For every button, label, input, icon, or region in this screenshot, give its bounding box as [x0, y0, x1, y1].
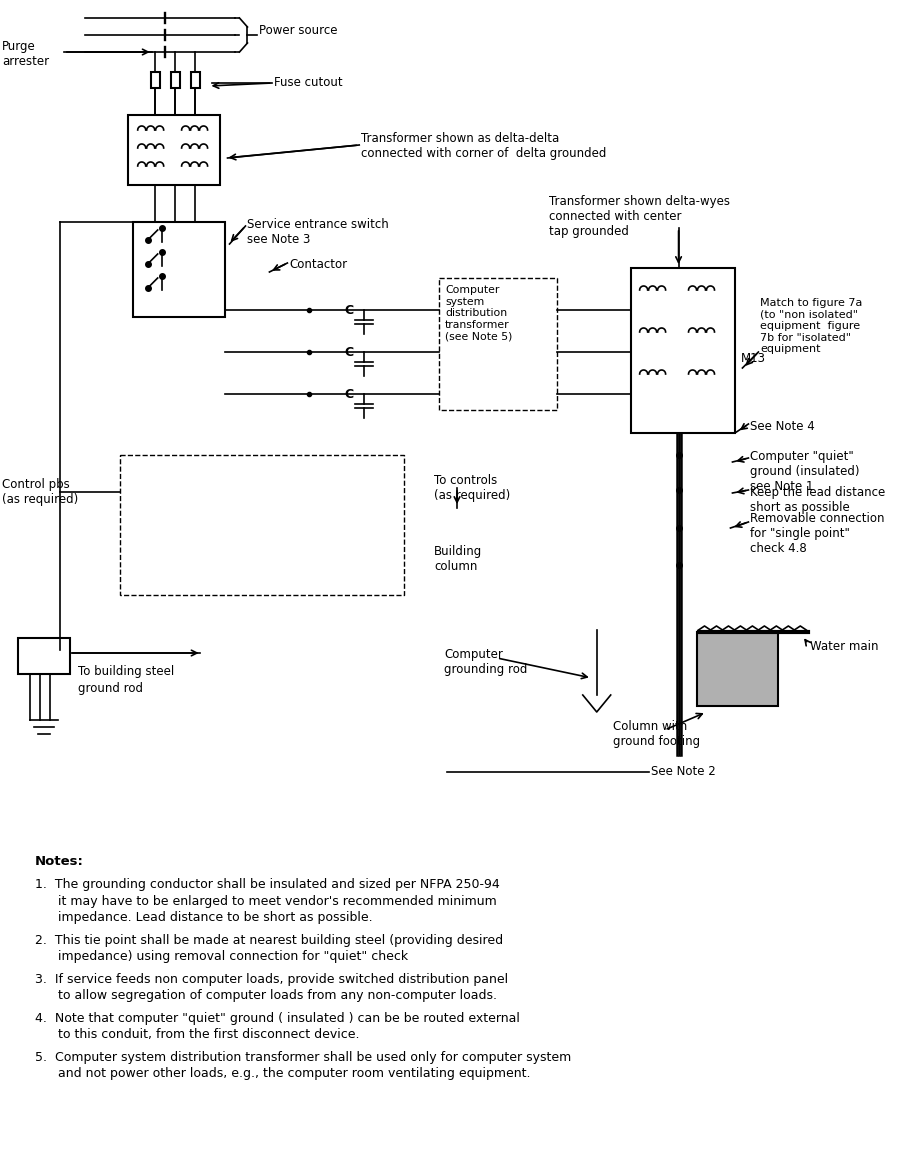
Text: Keep the lead distance
short as possible: Keep the lead distance short as possible [750, 486, 886, 513]
Text: 2.  This tie point shall be made at nearest building steel (providing desired: 2. This tie point shall be made at neare… [35, 934, 503, 947]
Bar [128, 115, 220, 185]
Text: to allow segregation of computer loads from any non-computer loads.: to allow segregation of computer loads f… [58, 989, 497, 1003]
Text: Water main: Water main [810, 640, 879, 653]
Text: See Note 2: See Note 2 [650, 765, 715, 778]
Text: Computer "quiet"
ground (insulated)
see Note 1: Computer "quiet" ground (insulated) see … [750, 450, 860, 493]
Text: impedance. Lead distance to be short as possible.: impedance. Lead distance to be short as … [58, 911, 372, 924]
Bar [120, 455, 404, 595]
Text: Computer
system
distribution
transformer
(see Note 5): Computer system distribution transformer… [445, 285, 513, 342]
Text: Service entrance switch
see Note 3: Service entrance switch see Note 3 [248, 218, 389, 246]
Text: it may have to be enlarged to meet vendor's recommended minimum: it may have to be enlarged to meet vendo… [58, 895, 496, 907]
Text: Contactor: Contactor [289, 258, 347, 271]
Bar [631, 268, 736, 433]
Text: ground rod: ground rod [78, 681, 143, 695]
Bar [190, 72, 200, 88]
Text: Control pbs
(as required): Control pbs (as required) [2, 478, 79, 506]
Text: Column with
ground footing: Column with ground footing [613, 720, 699, 748]
Text: M13: M13 [740, 352, 765, 365]
Text: C: C [345, 388, 353, 401]
Text: Match to figure 7a
(to "non isolated"
equipment  figure
7b for "isolated"
equipm: Match to figure 7a (to "non isolated" eq… [760, 298, 863, 355]
Text: C: C [345, 304, 353, 318]
Text: Fuse cutout: Fuse cutout [274, 76, 343, 89]
Bar [697, 632, 778, 706]
Text: 3.  If service feeds non computer loads, provide switched distribution panel: 3. If service feeds non computer loads, … [35, 974, 508, 986]
Text: and not power other loads, e.g., the computer room ventilating equipment.: and not power other loads, e.g., the com… [58, 1067, 530, 1080]
Text: See Note 4: See Note 4 [750, 420, 815, 433]
Text: C: C [345, 347, 353, 359]
Text: to this conduit, from the first disconnect device.: to this conduit, from the first disconne… [58, 1028, 359, 1041]
Text: To building steel: To building steel [78, 665, 174, 678]
Text: Transformer shown delta-wyes
connected with center
tap grounded: Transformer shown delta-wyes connected w… [549, 195, 730, 238]
Bar [133, 223, 225, 318]
Bar [18, 637, 70, 675]
Bar [439, 278, 557, 410]
Text: Power source: Power source [260, 24, 338, 37]
Text: Building
column: Building column [434, 545, 482, 573]
Text: Notes:: Notes: [35, 855, 84, 868]
Text: 1.  The grounding conductor shall be insulated and sized per NFPA 250-94: 1. The grounding conductor shall be insu… [35, 879, 500, 891]
Text: 4.  Note that computer "quiet" ground ( insulated ) can be be routed external: 4. Note that computer "quiet" ground ( i… [35, 1012, 520, 1025]
Text: Purge
arrester: Purge arrester [2, 41, 49, 68]
Bar [151, 72, 160, 88]
Text: To controls
(as required): To controls (as required) [434, 474, 510, 502]
Bar [171, 72, 179, 88]
Text: Computer
grounding rod: Computer grounding rod [444, 648, 528, 676]
Text: 5.  Computer system distribution transformer shall be used only for computer sys: 5. Computer system distribution transfor… [35, 1051, 571, 1064]
Text: Transformer shown as delta-delta
connected with corner of  delta grounded: Transformer shown as delta-delta connect… [361, 132, 607, 160]
Text: Removable connection
for "single point"
check 4.8: Removable connection for "single point" … [750, 512, 885, 555]
Text: impedance) using removal connection for "quiet" check: impedance) using removal connection for … [58, 950, 408, 963]
